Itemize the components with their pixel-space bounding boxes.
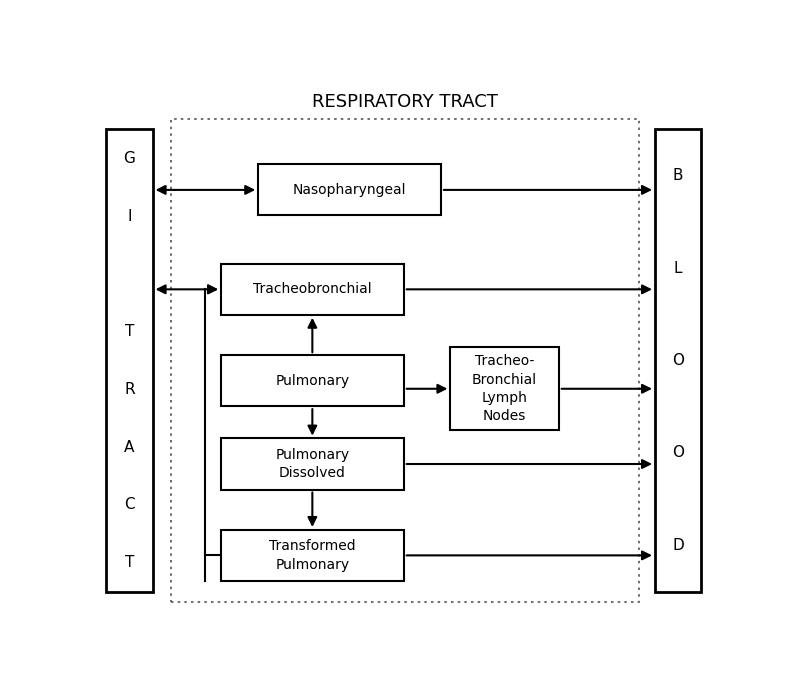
Bar	[221, 264, 404, 315]
Text: Pulmonary
Dissolved: Pulmonary Dissolved	[275, 448, 350, 480]
Text: O: O	[672, 353, 684, 368]
Text: R: R	[124, 382, 134, 397]
Text: O: O	[672, 445, 684, 461]
Text: T: T	[125, 324, 134, 339]
Bar	[221, 355, 404, 406]
Text: L: L	[674, 260, 682, 276]
Bar	[258, 165, 441, 216]
Text: I: I	[127, 209, 132, 223]
Bar	[221, 438, 404, 489]
Text: A: A	[124, 440, 134, 454]
Text: T: T	[125, 556, 134, 570]
Bar	[106, 129, 153, 592]
Bar	[655, 129, 702, 592]
Bar	[171, 119, 639, 602]
Text: B: B	[673, 168, 683, 183]
Text: RESPIRATORY TRACT: RESPIRATORY TRACT	[313, 93, 498, 110]
Text: D: D	[672, 538, 684, 553]
Bar	[221, 530, 404, 581]
Text: Pulmonary: Pulmonary	[275, 373, 350, 387]
Text: Nasopharyngeal: Nasopharyngeal	[293, 183, 406, 197]
Text: Tracheo-
Bronchial
Lymph
Nodes: Tracheo- Bronchial Lymph Nodes	[472, 354, 537, 424]
Text: Transformed
Pulmonary: Transformed Pulmonary	[269, 539, 356, 572]
Text: Tracheobronchial: Tracheobronchial	[253, 282, 372, 297]
Text: G: G	[123, 151, 135, 166]
Text: C: C	[124, 498, 134, 512]
Bar	[450, 347, 558, 431]
